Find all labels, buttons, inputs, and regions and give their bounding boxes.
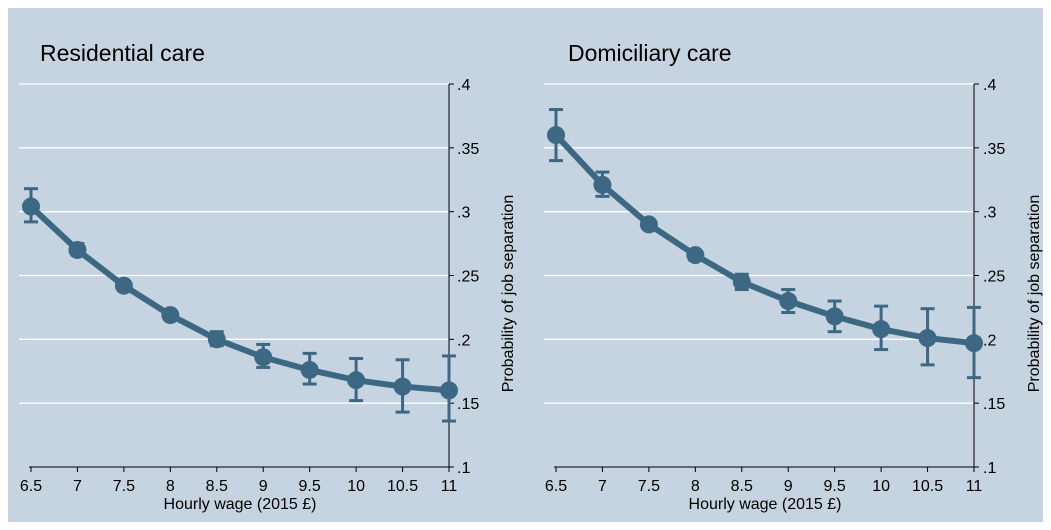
panel-domiciliary-care: 6.5 7 7.5 8 8.5 9 9.5 10 10.5 11.1 .15 .2 .25 .3 .35 .4… — [544, 40, 1043, 513]
x-tick-label: 10.5 — [387, 478, 418, 495]
data-point — [114, 276, 133, 295]
data-point — [547, 126, 565, 145]
data-point — [300, 360, 319, 379]
y-tick-label: .2 — [457, 332, 470, 349]
x-tick-label: 7 — [598, 478, 607, 495]
x-tick-label: 7.5 — [638, 478, 660, 495]
data-point — [207, 330, 226, 349]
x-axis-label: Hourly wage (2015 £) — [164, 496, 317, 513]
data-point — [393, 377, 412, 396]
series-line — [553, 132, 977, 347]
y-tick-label: .25 — [983, 269, 1005, 286]
data-point — [68, 240, 87, 259]
data-point — [825, 307, 844, 326]
series-line — [28, 203, 452, 394]
y-tick-label: .4 — [457, 77, 470, 94]
panel-title: Residential care — [40, 40, 205, 66]
data-point — [732, 272, 751, 291]
x-tick-label: 9 — [259, 478, 268, 495]
x-tick-label: 7.5 — [113, 478, 135, 495]
y-tick-label: .1 — [983, 460, 996, 477]
data-point — [440, 381, 458, 400]
data-point — [872, 320, 891, 339]
y-axis-label: Probability of job separation — [1026, 195, 1043, 392]
data-point — [918, 329, 937, 348]
figure-background: 6.5 7 7.5 8 8.5 9 9.5 10 10.5 11.1.15.2.25.3.35.4… — [8, 8, 1043, 522]
x-tick-label: 8 — [691, 478, 700, 495]
data-point — [593, 175, 612, 194]
x-tick-label: 11 — [966, 478, 983, 495]
x-tick-label: 6.5 — [20, 478, 42, 495]
y-tick-label: .3 — [457, 205, 470, 222]
x-tick-label: 9.5 — [824, 478, 846, 495]
x-tick-label: 7 — [73, 478, 82, 495]
x-tick-label: 11 — [441, 478, 458, 495]
data-point — [686, 246, 705, 265]
x-axis-label: Hourly wage (2015 £) — [689, 496, 842, 513]
data-point — [254, 348, 273, 367]
y-tick-label: .1 — [457, 460, 470, 477]
y-tick-label: .4 — [983, 77, 996, 94]
y-tick-label: .25 — [457, 269, 479, 286]
x-tick-label: 8 — [166, 478, 175, 495]
x-tick-label: 10 — [872, 478, 890, 495]
x-tick-label: 9.5 — [299, 478, 321, 495]
x-tick-label: 8.5 — [731, 478, 753, 495]
x-tick-label: 10.5 — [912, 478, 943, 495]
y-tick-label: .15 — [457, 396, 479, 413]
y-tick-label: .35 — [983, 141, 1005, 158]
data-point — [779, 292, 798, 311]
panel-residential-care: 6.5 7 7.5 8 8.5 9 9.5 10 10.5 11.1 .15 .2 .25 .3 .35 .4… — [19, 40, 517, 513]
y-tick-label: .15 — [983, 396, 1005, 413]
chart-svg: 6.5 7 7.5 8 8.5 9 9.5 10 10.5 11.1.15.2.25.3.35.4… — [19, 40, 1043, 513]
data-point — [161, 306, 180, 325]
data-point — [965, 334, 983, 353]
x-tick-label: 8.5 — [206, 478, 228, 495]
y-tick-label: .3 — [983, 205, 996, 222]
y-tick-label: .2 — [983, 332, 996, 349]
x-tick-label: 6.5 — [545, 478, 567, 495]
panel-title: Domiciliary care — [568, 40, 732, 66]
data-point — [347, 371, 366, 390]
data-point — [22, 197, 40, 216]
y-tick-label: .35 — [457, 141, 479, 158]
data-point — [639, 215, 658, 234]
y-axis-label: Probability of job separation — [500, 195, 517, 392]
x-tick-label: 10 — [347, 478, 365, 495]
x-tick-label: 9 — [784, 478, 793, 495]
